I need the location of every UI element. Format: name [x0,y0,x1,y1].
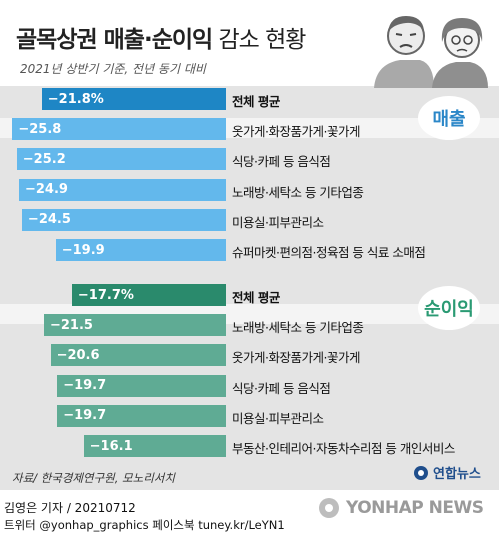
profit-badge: 순이익 [418,286,480,330]
source-note: 자료/ 한국경제연구원, 모노리서치 [12,471,175,485]
profit-bar-value-label: −17.7% [77,287,134,303]
yonhap-globe-icon [319,498,339,518]
yonhap-news-logo-text: YONHAP NEWS [346,498,484,518]
profit-bar-value-label: −19.7 [63,408,107,424]
revenue-bar-value-label: −25.2 [22,151,66,167]
profit-category-label: 옷가게·화장품가게·꽃가게 [232,350,360,366]
revenue-bar: −25.8 [12,118,226,141]
profit-bar: −19.7 [57,404,226,427]
revenue-bar: −19.9 [55,239,226,261]
profit-bar-value-label: −19.7 [63,378,107,394]
revenue-bar-value-label: −21.8% [47,91,104,107]
title-light: 감소 현황 [212,27,306,53]
yonhap-small-logo: 연합뉴스 [413,463,481,482]
revenue-badge: 매출 [418,96,480,140]
social-links: 트위터 @yonhap_graphics 페이스북 tuney.kr/LeYN1 [4,518,285,532]
profit-category-label: 전체 평균 [232,290,280,305]
revenue-category-label: 전체 평균 [232,94,280,109]
profit-category-label: 부동산·인테리어·자동차수리점 등 개인서비스 [232,441,455,456]
revenue-category-label: 노래방·세탁소 등 기타업종 [232,184,364,200]
chart-title: 골목상권 매출·순이익 감소 현황 [16,20,306,54]
revenue-category-label: 식당·카페 등 음식점 [232,154,331,170]
revenue-bar-value-label: −24.5 [27,212,71,228]
yonhap-mark-icon [414,465,428,480]
revenue-category-label: 옷가게·화장품가게·꽃가게 [232,124,360,140]
revenue-bar-value-label: −24.9 [24,182,68,198]
profit-bar: −21.5 [43,314,226,337]
profit-bar-value-label: −20.6 [56,347,100,363]
author-credit: 김영은 기자 / 20210712 [4,501,136,515]
yonhap-small-logo-text: 연합뉴스 [433,467,481,482]
profit-bar-value-label: −21.5 [49,317,93,333]
revenue-category-label: 슈퍼마켓·편의점·정육점 등 식료 소매점 [232,245,426,260]
worried-couple-illustration [374,16,488,88]
profit-bar: −17.7% [71,284,226,306]
revenue-bar: −21.8% [41,88,226,110]
profit-bar-value-label: −16.1 [89,438,133,454]
profit-category-label: 미용실·피부관리소 [232,410,324,426]
revenue-category-label: 미용실·피부관리소 [232,214,324,230]
revenue-bar: −24.5 [21,208,226,231]
revenue-bar-value-label: −19.9 [61,242,105,258]
revenue-bar: −25.2 [16,148,226,171]
chart-subtitle: 2021년 상반기 기준, 전년 동기 대비 [20,62,206,76]
profit-category-label: 식당·카페 등 음식점 [232,380,331,396]
revenue-bar-value-label: −25.8 [18,121,62,137]
footer [0,490,499,537]
revenue-bar: −24.9 [18,178,226,201]
title-bold: 골목상권 매출·순이익 [16,27,213,53]
yonhap-news-logo: YONHAP NEWS [318,497,484,519]
profit-bar: −16.1 [83,435,226,457]
profit-bar: −20.6 [50,344,226,367]
profit-bar: −19.7 [57,374,226,397]
profit-category-label: 노래방·세탁소 등 기타업종 [232,320,364,336]
